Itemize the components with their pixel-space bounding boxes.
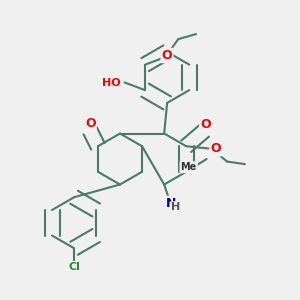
Text: O: O: [200, 118, 211, 131]
Text: Me: Me: [181, 162, 197, 172]
Text: N: N: [166, 197, 176, 210]
Text: O: O: [85, 117, 96, 130]
Text: O: O: [210, 142, 221, 155]
Text: Cl: Cl: [68, 262, 80, 272]
Text: H: H: [171, 202, 181, 212]
Text: O: O: [162, 49, 172, 62]
Text: HO: HO: [102, 77, 121, 88]
